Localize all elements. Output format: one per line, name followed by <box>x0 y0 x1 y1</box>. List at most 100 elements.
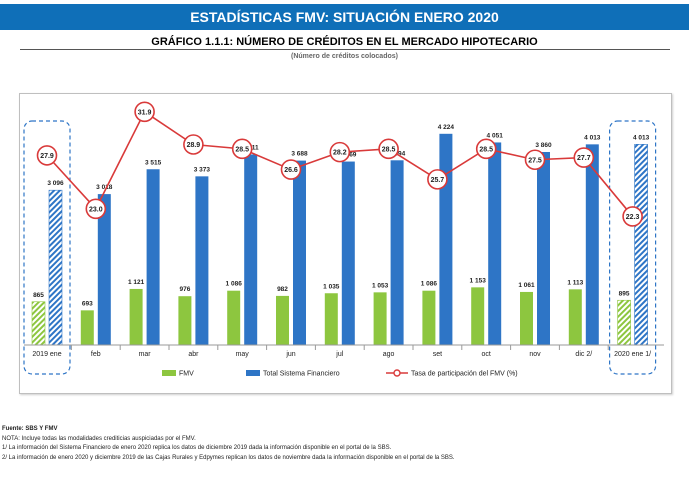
bar-sistema <box>244 154 258 345</box>
line-label: 31.9 <box>138 109 152 116</box>
chart-title: GRÁFICO 1.1.1: NÚMERO DE CRÉDITOS EN EL … <box>151 36 538 48</box>
report-banner: ESTADÍSTICAS FMV: SITUACIÓN ENERO 2020 <box>0 4 689 30</box>
bar-label-fmv: 1 053 <box>372 282 389 289</box>
chart-subtitle: (Número de créditos colocados) <box>291 53 398 60</box>
x-tick-label: ago <box>383 351 395 358</box>
legend-marker-tasa <box>393 369 401 377</box>
line-marker <box>475 138 497 160</box>
bar-fmv <box>227 290 241 345</box>
line-marker <box>427 169 448 190</box>
bar-label-fmv: 1 121 <box>128 279 145 286</box>
note-2: 2/ La información de enero 2020 y diciem… <box>2 454 455 461</box>
legend-swatch-sistema <box>246 370 260 376</box>
bar-sistema <box>293 160 306 345</box>
line-label: 27.7 <box>577 155 591 162</box>
bar-label-sistema: 4 013 <box>633 134 650 141</box>
bar-label-sistema: 3 018 <box>96 184 113 191</box>
bar-label-fmv: 895 <box>619 290 630 297</box>
bar-sistema <box>97 194 111 345</box>
x-tick-label: abr <box>188 351 199 358</box>
line-marker <box>183 134 204 155</box>
bar-label-fmv: 1 153 <box>470 277 487 284</box>
bar-label-sistema: 4 013 <box>584 134 601 141</box>
line-marker <box>280 159 302 180</box>
bar-sistema <box>439 133 453 345</box>
bar-sistema <box>390 160 404 345</box>
bar-sistema <box>537 152 550 345</box>
line-label: 26.6 <box>284 167 298 174</box>
x-tick-label: set <box>433 351 442 358</box>
bar-label-fmv: 1 035 <box>323 283 340 290</box>
line-label: 27.5 <box>528 157 542 164</box>
bar-fmv <box>617 299 631 346</box>
bar-label-sistema: 4 051 <box>487 132 504 139</box>
bar-fmv <box>80 310 94 345</box>
bar-sistema <box>48 189 63 346</box>
bar-fmv <box>324 293 338 345</box>
bar-sistema <box>146 169 160 345</box>
bar-label-fmv: 976 <box>179 286 190 293</box>
bar-label-fmv: 1 061 <box>518 282 535 289</box>
x-tick-label: 2020 ene 1/ <box>614 351 651 358</box>
bar-sistema <box>634 144 648 346</box>
line-label: 22.3 <box>626 214 640 221</box>
chart-frame <box>19 93 672 394</box>
bar-label-sistema: 3 096 <box>47 180 64 187</box>
x-tick-label: jul <box>335 351 343 358</box>
bar-fmv <box>31 301 46 346</box>
bar-label-sistema: 3 373 <box>194 166 211 173</box>
bar-label-sistema: 3 860 <box>535 142 552 149</box>
line-marker <box>573 147 595 168</box>
bar-label-sistema: 4 224 <box>438 124 455 131</box>
line-marker <box>134 101 155 123</box>
bar-label-fmv: 865 <box>33 292 44 299</box>
title-rule-bottom <box>20 49 670 50</box>
line-label: 27.9 <box>40 153 54 160</box>
line-label: 25.7 <box>431 177 445 184</box>
highlight-box <box>608 120 657 375</box>
bar-label-fmv: 1 113 <box>567 279 583 286</box>
bar-fmv <box>568 289 582 345</box>
bar-label-sistema: 3 688 <box>291 151 308 158</box>
line-label: 28.5 <box>235 146 249 153</box>
line-label: 28.9 <box>187 142 201 149</box>
line-marker <box>329 141 351 163</box>
credits-chart: 865 3 096 693 3 018 1 121 3 515 976 3 373 1 086 3… <box>23 101 664 378</box>
legend-label-sistema: Total Sistema Financiero <box>263 371 340 378</box>
x-tick-label: feb <box>91 351 101 358</box>
line-marker <box>36 145 58 166</box>
line-marker <box>622 206 643 227</box>
bar-label-fmv: 1 086 <box>421 281 438 288</box>
bar-label-fmv: 982 <box>277 286 288 293</box>
source-note: Fuente: SBS Y FMV <box>2 426 58 432</box>
bar-label-sistema: 3 515 <box>145 159 162 166</box>
x-tick-label: jun <box>285 351 295 358</box>
note-general: NOTA: Incluye todas las modalidades cred… <box>2 435 196 442</box>
legend-swatch-fmv <box>162 370 176 376</box>
bar-sistema <box>488 142 502 345</box>
line-marker <box>85 198 107 220</box>
bar-fmv <box>471 287 485 345</box>
x-tick-label: nov <box>529 351 541 358</box>
bar-fmv <box>520 291 533 345</box>
legend-label-tasa: Tasa de participación del FMV (%) <box>411 371 518 378</box>
line-label: 28.5 <box>382 146 396 153</box>
x-tick-label: dic 2/ <box>575 351 592 358</box>
line-marker <box>378 138 399 160</box>
bar-sistema <box>341 161 355 345</box>
line-marker <box>524 149 546 171</box>
bar-label-fmv: 693 <box>82 300 93 307</box>
bar-fmv <box>422 290 436 345</box>
bar-fmv <box>373 292 387 345</box>
bar-sistema <box>195 176 209 345</box>
highlight-box <box>23 120 71 375</box>
x-tick-label: may <box>236 351 250 358</box>
footnotes: Fuente: SBS Y FMV NOTA: Incluye todas la… <box>2 425 455 463</box>
line-label: 28.2 <box>333 150 347 157</box>
line-label: 28.5 <box>479 146 493 153</box>
line-label: 23.0 <box>89 206 103 213</box>
x-tick-label: mar <box>139 351 152 358</box>
x-tick-label: oct <box>482 351 491 358</box>
line-marker <box>231 138 253 160</box>
bar-label-fmv: 1 086 <box>226 281 243 288</box>
